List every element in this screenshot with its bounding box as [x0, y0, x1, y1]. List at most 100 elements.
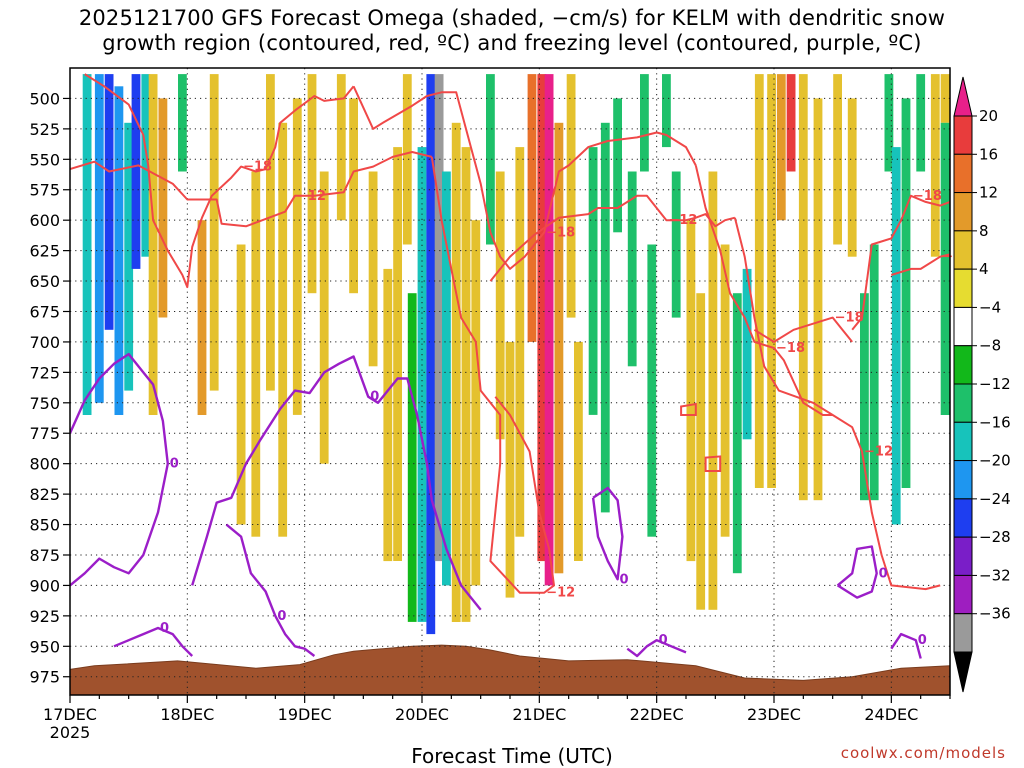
x-tick-label-7: 24DEC	[864, 705, 918, 724]
colorbar-swatch-2	[953, 192, 973, 232]
colorbar-swatch-8	[953, 421, 973, 462]
y-tick-label-800: 800	[29, 455, 60, 474]
dgz-contour-label-5: −18	[546, 225, 575, 240]
omega-column-0	[82, 74, 92, 415]
colorbar-label-4: 4	[979, 260, 989, 278]
freezing-contour-label-2: 0	[160, 621, 169, 636]
omega-column-48	[647, 244, 657, 537]
omega-column-18	[319, 171, 329, 464]
x-axis-title: Forecast Time (UTC)	[411, 744, 613, 768]
credit-link[interactable]: coolwx.com/models	[840, 744, 1006, 762]
colorbar-bottom-arrow	[953, 651, 973, 693]
colorbar-label-11: −28	[979, 528, 1011, 546]
freezing-contour-5	[626, 639, 687, 658]
omega-column-45	[613, 98, 622, 233]
freezing-contour-0	[70, 352, 169, 587]
x-tick-label-6: 23DEC	[747, 705, 801, 724]
colorbar-swatch-7	[953, 383, 973, 423]
omega-column-20	[349, 98, 358, 294]
omega-column-19	[336, 74, 346, 221]
omega-column-10	[197, 220, 207, 415]
omega-column-4	[124, 122, 134, 391]
omega-column-43	[588, 147, 598, 415]
omega-column-54	[720, 244, 730, 537]
freezing-contour-4	[591, 486, 624, 581]
omega-column-2	[104, 74, 114, 330]
dgz-contour-9	[891, 253, 950, 276]
omega-column-65	[860, 293, 869, 501]
omega-column-60	[786, 74, 796, 172]
omega-column-61	[798, 74, 808, 501]
omega-column-8	[158, 98, 168, 318]
colorbar-swatch-0	[953, 115, 973, 155]
omega-column-34	[495, 171, 505, 440]
title-line-1: 2025121700 GFS Forecast Omega (shaded, −…	[78, 6, 946, 30]
dgz-contour-1	[430, 156, 555, 594]
colorbar-swatch-6	[953, 345, 973, 385]
colorbar-swatch-1	[953, 153, 973, 194]
omega-column-9	[178, 74, 187, 172]
omega-column-15	[278, 122, 288, 537]
omega-column-52	[696, 293, 706, 610]
omega-column-66	[869, 244, 879, 501]
omega-column-40	[554, 122, 564, 574]
title-line-2: growth region (contoured, red, ºC) and f…	[102, 31, 922, 55]
omega-column-26	[417, 147, 427, 622]
freezing-contour-7	[890, 632, 922, 659]
dgz-contour-label-2: −12	[668, 213, 697, 228]
x-year-label: 2025	[50, 723, 91, 742]
omega-column-36	[515, 147, 525, 537]
omega-column-56	[742, 268, 752, 440]
omega-column-12	[236, 244, 246, 525]
dgz-contour-7	[753, 316, 853, 343]
x-tick-label-0: 17DEC	[43, 705, 97, 724]
colorbar-top-arrow	[953, 76, 973, 117]
omega-column-35	[505, 341, 515, 598]
freezing-contour-3	[225, 523, 316, 657]
y-tick-label-550: 550	[29, 150, 60, 169]
omega-column-69	[901, 98, 911, 489]
contour-lines	[70, 73, 950, 659]
omega-column-53	[708, 171, 718, 610]
colorbar-label-7: −12	[979, 375, 1011, 393]
dgz-contour-6	[694, 165, 833, 416]
omega-column-46	[627, 171, 637, 367]
y-tick-label-675: 675	[29, 302, 60, 321]
colorbar-swatch-5	[953, 306, 973, 347]
dgz-small-loop-0	[680, 402, 697, 416]
omega-column-7	[148, 74, 158, 415]
omega-column-21	[368, 171, 378, 367]
omega-column-58	[767, 74, 776, 488]
colorbar-label-10: −24	[979, 490, 1011, 508]
omega-column-22	[383, 268, 393, 562]
dgz-contour-label-8: −18	[913, 189, 942, 204]
omega-column-42	[574, 341, 583, 561]
colorbar-swatch-12	[953, 574, 973, 615]
colorbar-label-3: 8	[979, 222, 989, 240]
omega-column-70	[916, 74, 926, 172]
freezing-contour-label-0: 0	[170, 457, 179, 472]
y-tick-label-575: 575	[29, 181, 60, 200]
freezing-contour-2	[113, 626, 194, 657]
omega-column-28	[434, 74, 444, 562]
omega-column-25	[407, 293, 417, 622]
dgz-contour-label-7: −18	[835, 311, 864, 326]
freezing-contour-label-7: 0	[918, 633, 927, 648]
y-tick-label-650: 650	[29, 272, 60, 291]
omega-column-38	[537, 74, 547, 562]
dgz-contour-3	[733, 217, 941, 591]
omega-column-39	[544, 74, 554, 586]
colorbar-swatch-11	[953, 536, 973, 576]
y-tick-label-875: 875	[29, 546, 60, 565]
omega-column-72	[940, 74, 950, 123]
omega-column-27	[426, 74, 436, 635]
omega-column-5	[131, 74, 141, 269]
dgz-contour-5	[352, 85, 697, 270]
x-tick-label-4: 21DEC	[512, 705, 566, 724]
x-tick-label-5: 22DEC	[630, 705, 684, 724]
colorbar-label-13: −36	[979, 605, 1011, 623]
colorbar-label-6: −8	[979, 337, 1001, 355]
omega-column-6	[141, 74, 151, 257]
omega-column-29	[442, 171, 451, 586]
